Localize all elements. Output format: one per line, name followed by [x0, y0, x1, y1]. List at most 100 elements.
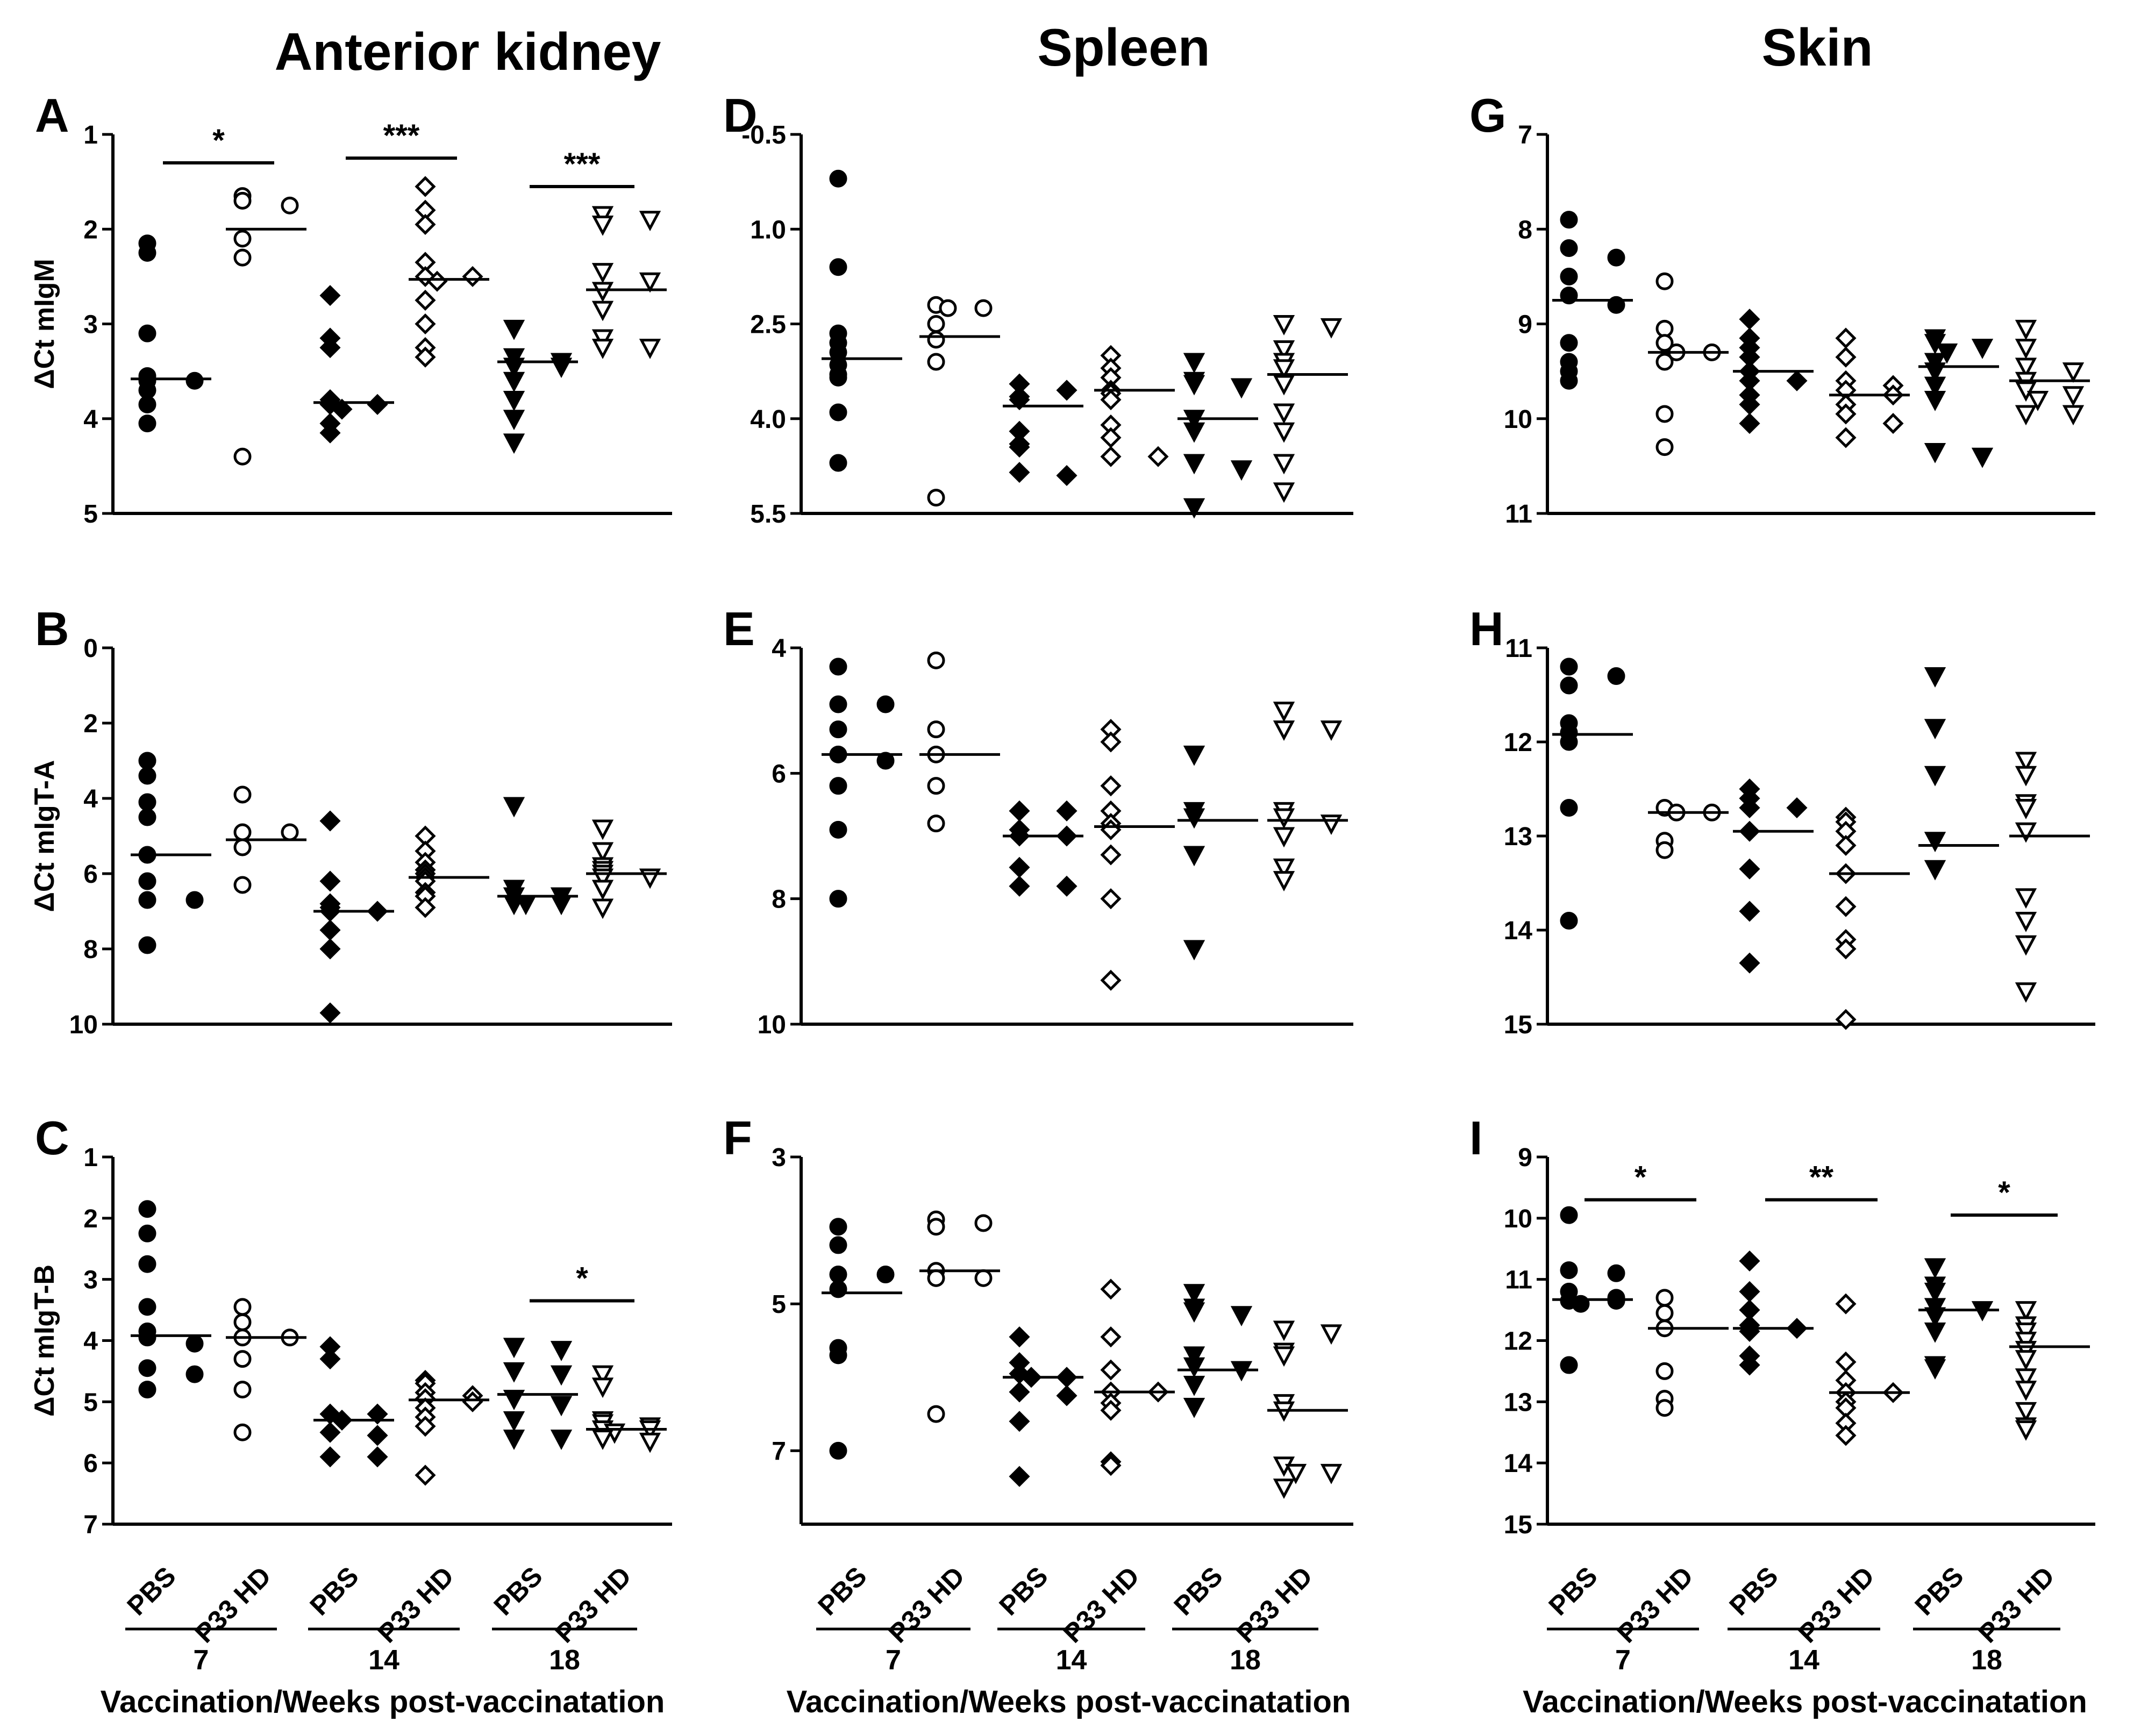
- data-point-diamond: [319, 1348, 341, 1370]
- y-tick-label: 4: [83, 785, 98, 813]
- series-0: [1552, 658, 1633, 930]
- data-point-circle: [927, 777, 945, 795]
- data-point-triangle: [591, 263, 614, 283]
- data-point-triangle: [2015, 339, 2037, 359]
- y-tick-label: 2.5: [750, 311, 786, 339]
- data-point-circle: [1655, 1304, 1674, 1322]
- series-1: [226, 785, 306, 894]
- data-point-circle: [927, 720, 945, 739]
- data-point-diamond: [367, 1446, 388, 1468]
- panel-letter: H: [1469, 602, 1504, 655]
- series-2: [1733, 309, 1814, 434]
- data-point-triangle: [2015, 935, 2037, 956]
- data-point-triangle: [1183, 498, 1205, 519]
- series-3: [1094, 1278, 1175, 1476]
- series-2: [1003, 800, 1083, 897]
- data-point-triangle: [1924, 1282, 1946, 1303]
- data-point-diamond: [319, 938, 341, 960]
- data-point-triangle: [2015, 799, 2037, 819]
- data-point-circle: [927, 489, 945, 507]
- data-point-circle: [138, 752, 156, 770]
- y-tick-label: 11: [1505, 1266, 1532, 1295]
- data-point-circle: [1655, 1362, 1674, 1380]
- series-3: [409, 176, 489, 368]
- panel-B: B 0 2 4 6 8 10 ΔCt mIgT-A: [29, 602, 672, 1039]
- series-2: [1733, 1250, 1814, 1376]
- data-point-circle: [138, 395, 156, 413]
- week-label: 7: [194, 1645, 209, 1676]
- data-point-triangle: [503, 1430, 525, 1450]
- data-point-diamond: [319, 422, 341, 444]
- column-title-spleen: Spleen: [1037, 18, 1210, 77]
- data-point-triangle: [550, 1341, 573, 1361]
- significance-label: ***: [564, 147, 601, 182]
- series-4: [497, 319, 578, 454]
- series-1: [1648, 799, 1729, 859]
- panel-letter: D: [723, 89, 758, 142]
- data-point-triangle: [1924, 1359, 1946, 1380]
- data-point-triangle: [1924, 1258, 1946, 1279]
- series-2: [1003, 1326, 1083, 1487]
- data-point-triangle: [1924, 376, 1946, 397]
- data-point-triangle: [591, 1430, 614, 1450]
- data-point-triangle: [503, 372, 525, 392]
- data-point-triangle: [591, 301, 614, 322]
- data-point-circle: [1607, 248, 1625, 267]
- data-point-circle: [138, 872, 156, 890]
- series-2: [1733, 778, 1814, 974]
- data-point-triangle: [2015, 1301, 2037, 1321]
- data-point-diamond: [1739, 309, 1760, 330]
- data-point-triangle: [1183, 1346, 1205, 1367]
- data-point-circle: [138, 324, 156, 342]
- y-tick-label: 2: [83, 710, 98, 738]
- data-point-diamond: [1009, 800, 1030, 821]
- data-point-triangle: [2015, 319, 2037, 340]
- series-2: [1003, 373, 1083, 487]
- data-point-diamond: [1835, 1293, 1857, 1314]
- series-5: [2009, 1301, 2090, 1441]
- data-point-circle: [876, 1266, 895, 1284]
- data-point-diamond: [1009, 1326, 1030, 1348]
- week-label: 14: [1056, 1645, 1087, 1676]
- data-point-triangle: [1273, 827, 1295, 848]
- data-point-diamond: [1100, 1455, 1122, 1476]
- panel-letter: A: [35, 89, 69, 142]
- x-category-label: PBS: [1543, 1561, 1603, 1621]
- series-2: [313, 285, 394, 444]
- data-point-diamond: [1739, 952, 1760, 974]
- data-point-circle: [1655, 1399, 1674, 1417]
- y-tick-label: 7: [1518, 121, 1532, 149]
- data-point-triangle: [1273, 808, 1295, 829]
- y-tick-label: 1: [83, 121, 98, 149]
- panel-letter: F: [723, 1111, 752, 1165]
- data-point-triangle: [591, 282, 614, 303]
- data-point-diamond: [1009, 1466, 1030, 1487]
- y-tick-label: 12: [1504, 1327, 1532, 1356]
- data-point-triangle: [503, 1338, 525, 1359]
- series-4: [1918, 667, 1999, 881]
- series-1: [226, 187, 306, 466]
- series-5: [586, 819, 667, 919]
- panel-H: H 11 12 13 14 15: [1469, 602, 2095, 1039]
- data-point-circle: [1560, 733, 1578, 751]
- y-tick-label: 3: [83, 1266, 98, 1295]
- data-point-triangle: [503, 410, 525, 431]
- data-point-circle: [138, 767, 156, 785]
- data-point-diamond: [319, 337, 341, 359]
- data-point-diamond: [1056, 1385, 1077, 1406]
- y-tick-label: 3: [772, 1144, 786, 1172]
- panel-letter: G: [1469, 89, 1506, 142]
- x-category-label: P33 HD: [882, 1561, 970, 1648]
- data-point-circle: [138, 1381, 156, 1399]
- y-tick-label: 11: [1505, 634, 1532, 663]
- x-category-label: PBS: [121, 1561, 181, 1621]
- panel-G: G 7 8 9 10 11: [1469, 89, 2095, 528]
- data-point-circle: [829, 403, 847, 422]
- data-point-triangle: [503, 1411, 525, 1432]
- data-point-circle: [281, 196, 299, 215]
- data-point-diamond: [319, 1446, 341, 1468]
- data-point-diamond: [319, 1002, 341, 1024]
- x-category-label: PBS: [488, 1561, 548, 1621]
- data-point-circle: [1655, 319, 1674, 338]
- data-point-diamond: [1739, 1250, 1760, 1272]
